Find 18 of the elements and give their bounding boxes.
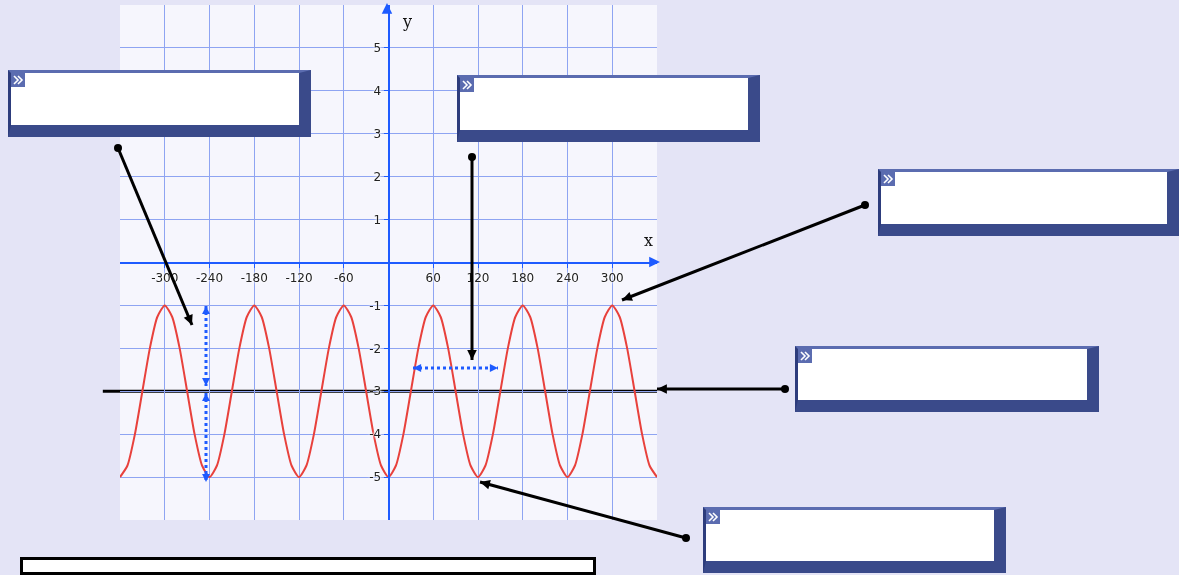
x-tick-label: -120 [285,270,313,285]
y-tick-label: 5 [373,41,382,56]
x-tick-label: -180 [240,270,268,285]
x-axis-title: x [644,231,654,250]
x-tick-label: 180 [511,270,535,285]
y-tick-label: -1 [369,298,382,313]
x-tick-label: 240 [556,270,579,285]
y-tick-label: 4 [373,84,382,99]
y-tick-label: -5 [369,470,382,485]
x-tick-label: 300 [600,270,624,285]
x-tick-label: 60 [425,270,441,285]
y-tick-label: 3 [373,126,382,141]
x-tick-label: -240 [195,270,224,285]
y-tick-label: -2 [369,341,382,356]
x-tick-label: -60 [333,270,354,285]
y-tick-label: 2 [373,169,382,184]
y-axis-title: y [402,12,413,31]
y-tick-label: 1 [373,212,382,227]
